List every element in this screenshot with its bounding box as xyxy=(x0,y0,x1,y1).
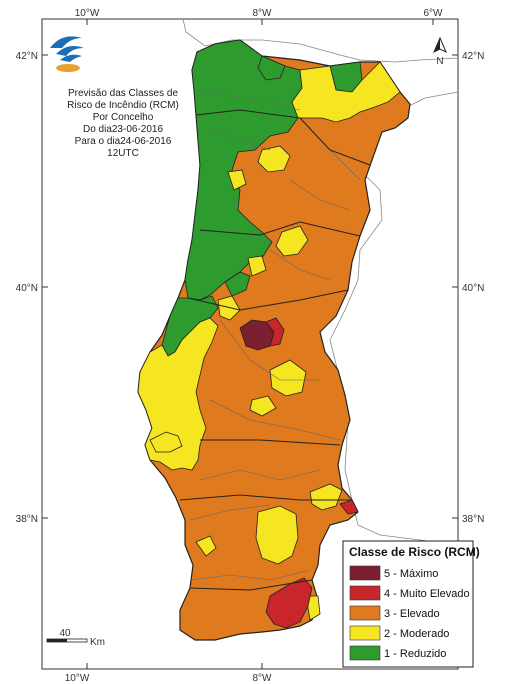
region-moderado-s3 xyxy=(195,535,217,557)
region-moderado-c2 xyxy=(249,395,277,417)
graticule xyxy=(42,19,458,669)
legend-label: 5 - Máximo xyxy=(384,568,438,580)
tick-right-2: 40°N xyxy=(462,283,484,294)
scale-value: 40 xyxy=(59,628,71,639)
legend-label: 1 - Reduzido xyxy=(384,648,446,660)
region-muito-elevado-se xyxy=(339,499,359,515)
tick-top-3: 6°W xyxy=(424,8,444,19)
region-moderado-s4 xyxy=(305,595,321,621)
legend-label: 3 - Elevado xyxy=(384,608,440,620)
region-reduzido-w2 xyxy=(224,271,251,297)
region-moderado-c3 xyxy=(149,431,183,453)
region-moderado-s2 xyxy=(309,483,343,511)
title-line-1: Previsão das Classes de xyxy=(68,88,178,99)
tick-bottom-2: 8°W xyxy=(253,673,273,684)
title-line-5: Para o dia24-06-2016 xyxy=(75,136,172,147)
region-moderado-n3 xyxy=(227,169,247,191)
region-moderado-c1 xyxy=(269,359,307,397)
legend-label: 2 - Moderado xyxy=(384,628,449,640)
title-line-2: Risco de Incêndio (RCM) xyxy=(67,100,179,111)
region-moderado-n4 xyxy=(275,225,309,257)
tick-right-3: 38°N xyxy=(462,514,484,525)
tick-top-2: 8°W xyxy=(253,8,273,19)
tick-bottom-1: 10°W xyxy=(65,673,90,684)
logo-icon xyxy=(50,36,84,72)
region-moderado-w xyxy=(137,317,219,471)
legend: Classe de Risco (RCM) 5 - Máximo 4 - Muit… xyxy=(342,540,480,668)
tick-left-3: 38°N xyxy=(16,514,38,525)
region-moderado-n2 xyxy=(257,145,291,173)
legend-label: 4 - Muito Elevado xyxy=(384,588,470,600)
legend-title: Classe de Risco (RCM) xyxy=(349,545,480,559)
district-lines xyxy=(179,109,371,591)
legend-swatch xyxy=(349,625,381,641)
title-line-6: 12UTC xyxy=(107,148,139,159)
scale-unit: Km xyxy=(90,637,105,648)
tick-left-1: 42°N xyxy=(16,51,38,62)
region-reduzido-ne2 xyxy=(257,55,286,81)
region-muito-elevado-s xyxy=(265,577,313,629)
title-line-4: Do dia23-06-2016 xyxy=(83,124,163,135)
region-moderado-s1 xyxy=(255,505,299,565)
legend-swatch xyxy=(349,585,381,601)
legend-swatch xyxy=(349,565,381,581)
legend-swatch xyxy=(349,645,381,661)
region-moderado-n5 xyxy=(247,255,267,277)
tick-left-2: 40°N xyxy=(16,283,38,294)
tick-top-1: 10°W xyxy=(75,8,100,19)
region-muito-elevado-center xyxy=(265,317,285,347)
map-title: Previsão das Classes de Risco de Incêndi… xyxy=(67,88,179,159)
scale-bar: 40 Km xyxy=(46,628,105,648)
north-arrow-icon: N xyxy=(433,36,447,67)
tick-right-1: 42°N xyxy=(462,51,484,62)
legend-swatch xyxy=(349,605,381,621)
region-moderado-w2 xyxy=(217,295,241,321)
title-line-3: Por Concelho xyxy=(93,112,154,123)
north-label: N xyxy=(436,56,443,67)
